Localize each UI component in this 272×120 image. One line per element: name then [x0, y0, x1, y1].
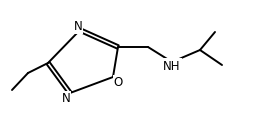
Text: O: O [113, 75, 123, 89]
Text: N: N [74, 21, 82, 33]
Text: NH: NH [163, 60, 181, 72]
Text: N: N [62, 91, 70, 105]
